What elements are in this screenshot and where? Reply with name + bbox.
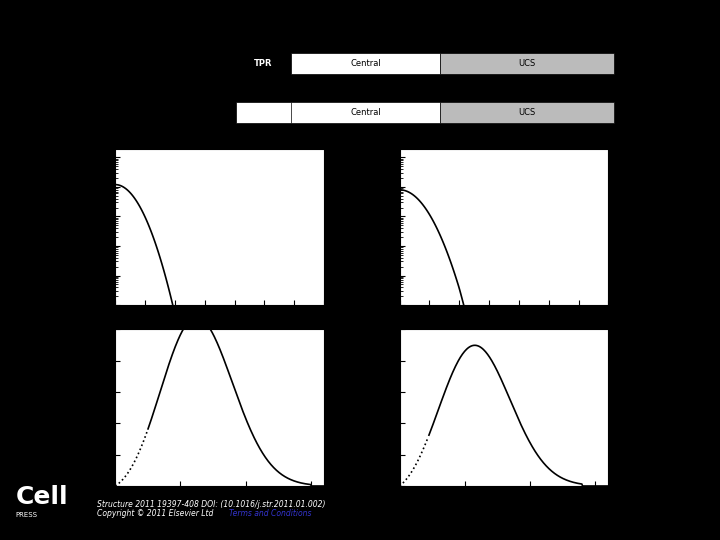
X-axis label: s(A$^{-1}$): s(A$^{-1}$) xyxy=(204,325,235,339)
Bar xyxy=(236,102,614,123)
Text: Central: Central xyxy=(350,108,381,117)
Text: C: C xyxy=(358,131,367,144)
Text: DmUNC-45 HT-: DmUNC-45 HT- xyxy=(156,59,230,68)
Text: Copyright © 2011 Elsevier Ltd: Copyright © 2011 Elsevier Ltd xyxy=(97,509,216,518)
Text: Structure 2011 19397-408 DOI: (10.1016/j.str.2011.01.002): Structure 2011 19397-408 DOI: (10.1016/j… xyxy=(97,500,325,509)
Bar xyxy=(236,53,291,74)
Text: Figure 4: Figure 4 xyxy=(332,19,388,33)
Text: D: D xyxy=(73,312,84,325)
Text: E: E xyxy=(358,312,366,325)
Text: Central: Central xyxy=(350,59,381,68)
Bar xyxy=(440,102,614,123)
Text: 947: 947 xyxy=(619,59,635,68)
Bar xyxy=(440,53,614,74)
X-axis label: r(A): r(A) xyxy=(495,505,513,515)
Text: PRESS: PRESS xyxy=(16,512,38,518)
Text: 511: 511 xyxy=(432,38,448,47)
Text: 138: 138 xyxy=(283,38,299,47)
Text: 138: 138 xyxy=(283,87,299,96)
Text: 947: 947 xyxy=(619,108,635,117)
Bar xyxy=(291,53,440,74)
Text: B: B xyxy=(73,131,83,144)
Text: UCS: UCS xyxy=(518,59,536,68)
Y-axis label: I(s): I(s) xyxy=(358,219,368,234)
X-axis label: r(A): r(A) xyxy=(210,505,229,515)
Text: A: A xyxy=(104,40,114,53)
Text: DmUNC-45ΔTPR HT-: DmUNC-45ΔTPR HT- xyxy=(130,108,230,117)
Text: 511: 511 xyxy=(432,87,448,96)
X-axis label: s(A$^{-1}$): s(A$^{-1}$) xyxy=(489,325,519,339)
Text: UCS: UCS xyxy=(518,108,536,117)
Text: Terms and Conditions: Terms and Conditions xyxy=(229,509,312,518)
Y-axis label: P(r): P(r) xyxy=(361,399,371,416)
Bar xyxy=(291,102,440,123)
Text: TPR: TPR xyxy=(254,59,273,68)
Y-axis label: P(r): P(r) xyxy=(76,399,86,416)
Text: Cell: Cell xyxy=(16,485,68,509)
Y-axis label: I(s): I(s) xyxy=(73,219,84,234)
